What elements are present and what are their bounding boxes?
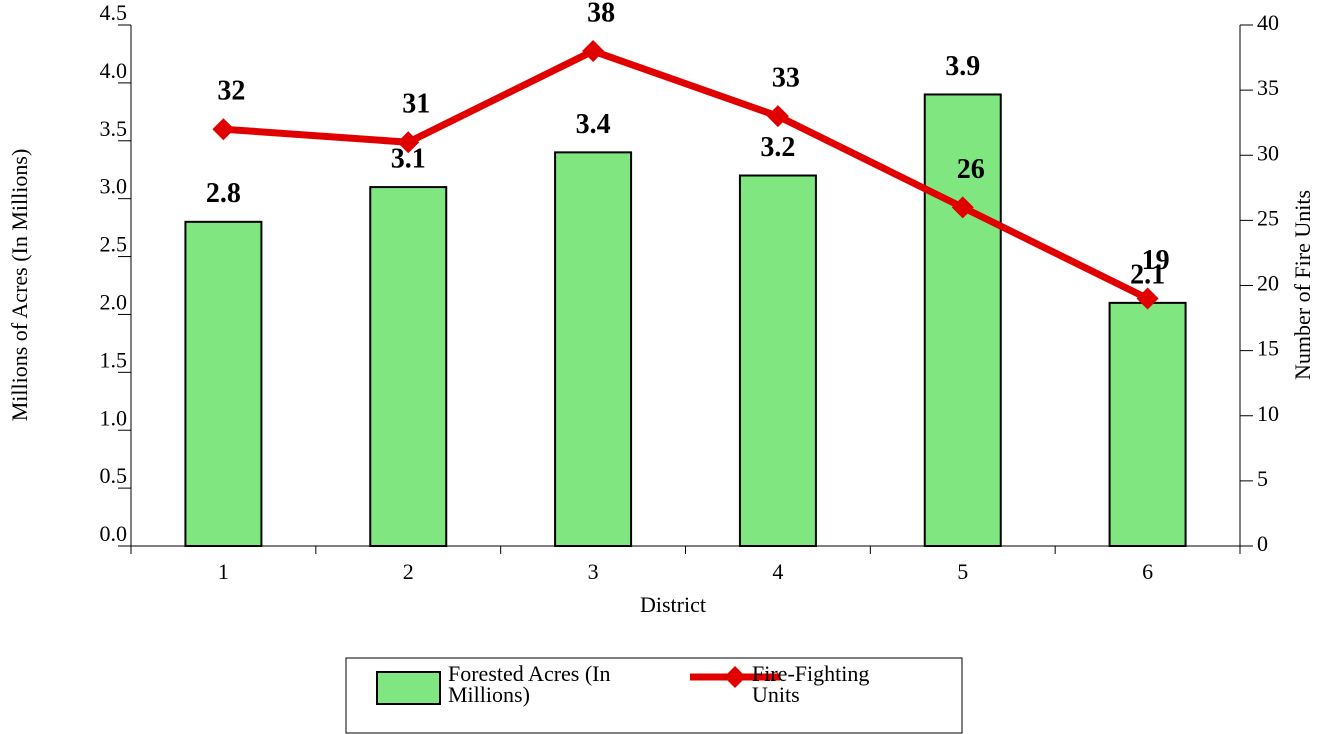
x-tick-label: 5: [957, 559, 968, 584]
y2-tick-label: 5: [1257, 466, 1268, 491]
x-axis-title: District: [640, 592, 706, 617]
y2-axis-title: Number of Fire Units: [1290, 190, 1315, 380]
y-tick-label: 4.5: [100, 0, 128, 25]
bar: [554, 151, 633, 547]
y-tick-label: 1.0: [100, 405, 128, 430]
y-tick-label: 2.0: [100, 289, 128, 314]
bar: [1108, 301, 1187, 547]
bar: [369, 186, 448, 547]
y-tick-label: 2.5: [100, 232, 128, 257]
x-tick-label: 4: [772, 559, 783, 584]
y2-tick-label: 40: [1257, 10, 1279, 35]
y2-tick-label: 20: [1257, 271, 1279, 296]
line: [223, 47, 1150, 302]
legend-box: [345, 657, 963, 734]
y-axis-title: Millions of Acres (In Millions): [7, 149, 32, 422]
bar: [184, 220, 263, 547]
bar: [923, 93, 1002, 547]
y-tick-label: 0.5: [100, 463, 128, 488]
y2-tick-label: 10: [1257, 401, 1279, 426]
data-label: 2.1: [1130, 259, 1165, 290]
data-label: 33: [772, 63, 800, 94]
data-label: 3.4: [576, 109, 611, 140]
y-tick-label: 1.5: [100, 347, 128, 372]
y2-tick-label: 35: [1257, 75, 1279, 100]
legend-swatch: [376, 671, 441, 705]
marker: [951, 196, 974, 219]
y-tick-label: 0.0: [100, 521, 128, 546]
data-label: 2.8: [206, 178, 241, 209]
y2-tick-label: 30: [1257, 140, 1279, 165]
y-tick-label: 3.0: [100, 174, 128, 199]
legend-label: Forested Acres (In Millions): [448, 661, 611, 707]
x-tick-label: 3: [588, 559, 599, 584]
x-tick-label: 2: [403, 559, 414, 584]
data-label: 31: [402, 89, 430, 120]
y-tick-label: 3.5: [100, 116, 128, 141]
y2-tick-label: 25: [1257, 205, 1279, 230]
x-tick-label: 6: [1142, 559, 1153, 584]
data-label: 19: [1142, 245, 1170, 276]
data-label: 32: [217, 76, 245, 107]
marker: [766, 105, 789, 128]
data-label: 38: [587, 0, 615, 28]
y-tick-label: 4.0: [100, 58, 128, 83]
data-label: 3.2: [760, 132, 795, 163]
bar: [738, 174, 817, 547]
marker: [212, 118, 235, 141]
data-label: 26: [957, 154, 985, 185]
y2-tick-label: 0: [1257, 531, 1268, 556]
y2-tick-label: 15: [1257, 336, 1279, 361]
marker: [397, 131, 420, 154]
marker: [582, 40, 605, 63]
legend-label: Fire-Fighting Units: [752, 661, 870, 707]
legend-marker: [724, 666, 746, 688]
marker: [1136, 287, 1159, 310]
x-tick-label: 1: [218, 559, 229, 584]
data-label: 3.9: [945, 51, 980, 82]
